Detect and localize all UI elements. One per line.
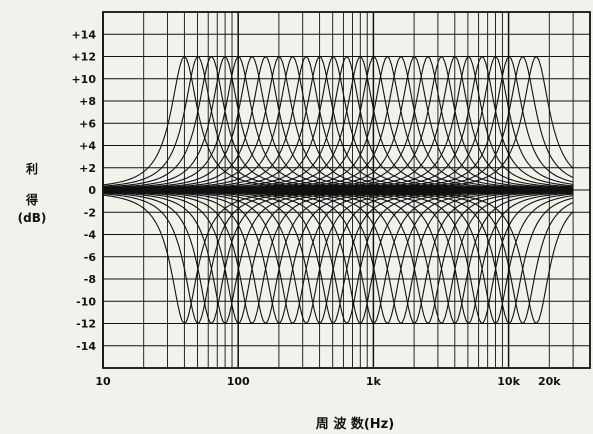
x-tick-label: 10 xyxy=(95,375,111,388)
y-tick-label: -10 xyxy=(76,295,96,308)
y-tick-label: -4 xyxy=(84,229,97,242)
x-tick-labels: 10 100 1k 10k 20k xyxy=(95,375,561,388)
y-tick-label: 0 xyxy=(88,184,96,197)
x-tick-label: 1k xyxy=(366,375,382,388)
y-tick-labels: +14 +12 +10 +8 +6 +4 +2 0 -2 -4 -6 -8 -10 -12 -14 xyxy=(71,28,96,353)
y-tick-label: -12 xyxy=(76,318,96,331)
x-tick-label: 100 xyxy=(227,375,250,388)
band-curves xyxy=(102,55,574,325)
band-cut-curve xyxy=(103,189,574,325)
y-tick-label: +2 xyxy=(79,162,96,175)
x-axis-label: 周 波 数(Hz) xyxy=(316,416,394,432)
y-tick-label: -6 xyxy=(84,251,97,264)
y-tick-label: +10 xyxy=(71,73,96,86)
y-axis-label-line-3: (dB) xyxy=(18,211,47,225)
y-tick-label: +4 xyxy=(79,140,96,153)
band-boost-curve xyxy=(103,55,574,191)
y-tick-label: +6 xyxy=(79,117,96,130)
y-tick-label: -2 xyxy=(84,206,96,219)
y-tick-label: +14 xyxy=(71,28,96,41)
y-tick-label: -14 xyxy=(76,340,96,353)
y-tick-label: +8 xyxy=(79,95,96,108)
x-tick-label: 20k xyxy=(538,375,561,388)
y-tick-label: -8 xyxy=(84,273,96,286)
y-tick-label: +12 xyxy=(71,51,96,64)
y-axis-label-line-1: 利 xyxy=(26,161,38,176)
x-tick-label: 10k xyxy=(497,375,520,388)
y-axis-label-line-2: 得 xyxy=(25,192,38,207)
